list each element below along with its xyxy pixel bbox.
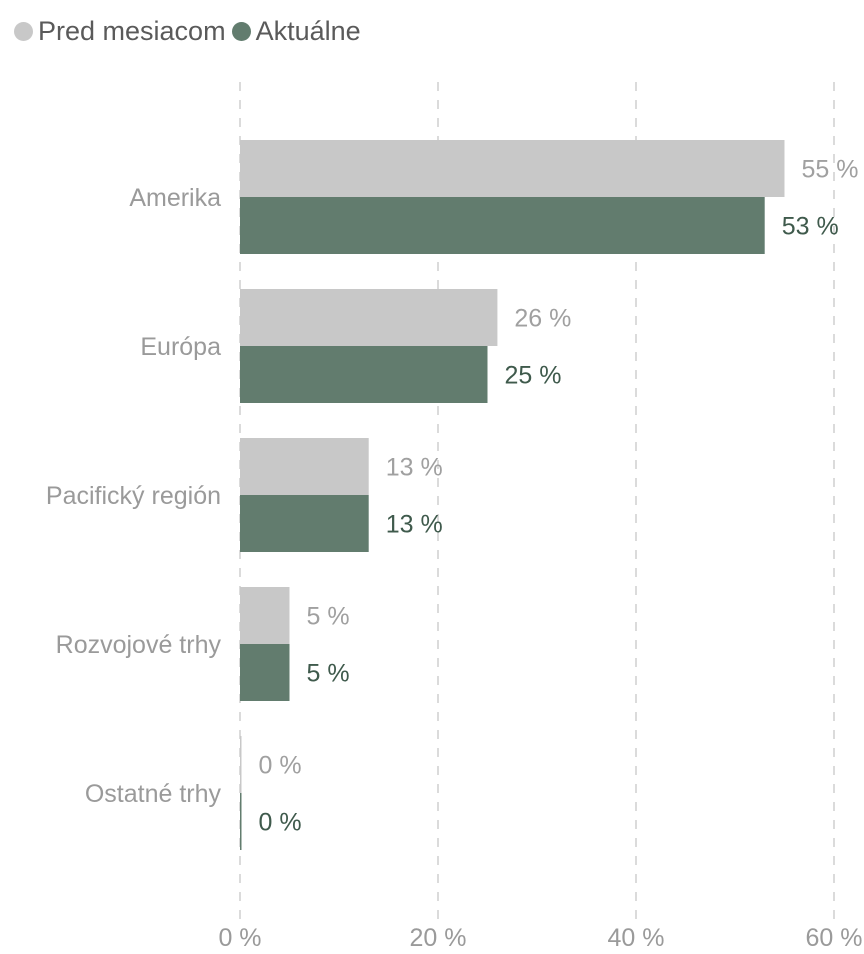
- data-label-previous: 26 %: [514, 305, 571, 333]
- data-label-previous: 0 %: [259, 752, 302, 780]
- data-label-current: 53 %: [782, 213, 839, 241]
- data-label-previous: 13 %: [386, 454, 443, 482]
- data-label-current: 25 %: [505, 362, 562, 390]
- bar-previous: [240, 736, 242, 793]
- category-label: Ostatné trhy: [85, 780, 222, 808]
- x-tick-label: 0 %: [218, 924, 261, 949]
- data-label-current: 5 %: [307, 660, 350, 688]
- x-tick-label: 20 %: [410, 924, 467, 949]
- data-label-previous: 5 %: [307, 603, 350, 631]
- category-label: Európa: [140, 333, 221, 361]
- bar-previous: [240, 587, 290, 644]
- legend-item-previous: Pred mesiacom: [14, 16, 226, 47]
- bar-previous: [240, 438, 369, 495]
- bar-current: [240, 495, 369, 552]
- category-label: Rozvojové trhy: [56, 631, 222, 659]
- data-label-current: 13 %: [386, 511, 443, 539]
- legend-label-current: Aktuálne: [255, 16, 361, 46]
- bar-previous: [240, 140, 785, 197]
- x-tick-label: 60 %: [806, 924, 863, 949]
- category-label: Amerika: [129, 184, 221, 212]
- legend-dot-previous: [14, 22, 33, 41]
- legend-label-previous: Pred mesiacom: [38, 16, 226, 46]
- bar-previous: [240, 289, 498, 346]
- data-label-current: 0 %: [259, 809, 302, 837]
- bar-current: [240, 793, 242, 850]
- data-label-previous: 55 %: [802, 156, 859, 184]
- legend-item-current: Aktuálne: [231, 16, 361, 47]
- bar-current: [240, 197, 765, 254]
- bar-current: [240, 346, 488, 403]
- x-tick-label: 40 %: [608, 924, 665, 949]
- legend-dot-current: [231, 22, 251, 41]
- bar-current: [240, 644, 290, 701]
- legend: Pred mesiacom Aktuálne: [14, 16, 367, 47]
- category-label: Pacifický región: [46, 482, 221, 510]
